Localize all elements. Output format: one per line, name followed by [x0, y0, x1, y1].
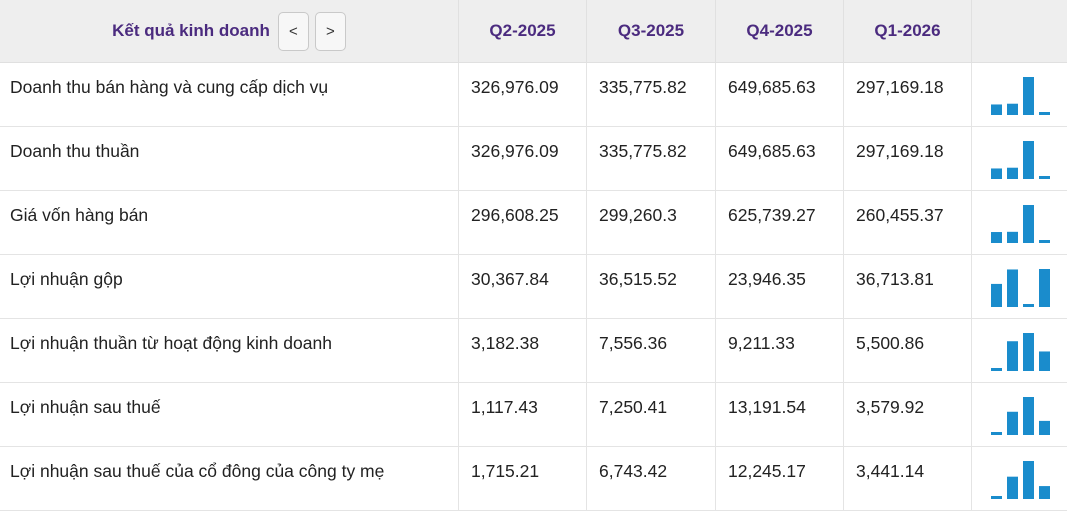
mini-bar: [1039, 112, 1050, 115]
header-title-cell: Kết quả kinh doanh < >: [0, 0, 459, 62]
mini-bar-chart: [991, 333, 1050, 371]
row-value: 3,182.38: [459, 319, 587, 382]
period-header-3: Q4-2025: [716, 0, 844, 62]
table-row: Doanh thu thuần 326,976.09 335,775.82 649,6…: [0, 127, 1067, 191]
table-title: Kết quả kinh doanh: [112, 21, 270, 40]
row-value: 5,500.86: [844, 319, 972, 382]
prev-period-button[interactable]: <: [277, 11, 309, 51]
row-value: 299,260.3: [587, 191, 716, 254]
sparkline-cell[interactable]: [972, 127, 1067, 190]
mini-bar-chart: [991, 461, 1050, 499]
row-value: 30,367.84: [459, 255, 587, 318]
mini-bar: [1007, 103, 1018, 115]
row-value: 326,976.09: [459, 127, 587, 190]
mini-bar-chart: [991, 77, 1050, 115]
period-label: Q1-2026: [874, 21, 941, 40]
mini-bar: [1007, 476, 1018, 499]
mini-bar: [1039, 240, 1050, 243]
period-header-4: Q1-2026: [844, 0, 972, 62]
row-value: 297,169.18: [844, 127, 972, 190]
mini-bar-chart: [991, 397, 1050, 435]
mini-bar-chart: [991, 205, 1050, 243]
mini-bar: [1007, 231, 1018, 243]
mini-bar: [1007, 167, 1018, 179]
sparkline-cell[interactable]: [972, 447, 1067, 510]
row-value: 13,191.54: [716, 383, 844, 446]
row-value: 9,211.33: [716, 319, 844, 382]
sparkline-cell[interactable]: [972, 319, 1067, 382]
row-value: 3,579.92: [844, 383, 972, 446]
mini-bar: [991, 168, 1002, 179]
next-period-button[interactable]: >: [314, 11, 346, 51]
mini-bar: [991, 496, 1002, 499]
mini-bar: [1039, 269, 1050, 307]
row-value: 12,245.17: [716, 447, 844, 510]
table-row: Lợi nhuận thuần từ hoạt động kinh doanh 3…: [0, 319, 1067, 383]
period-label: Q4-2025: [746, 21, 813, 40]
mini-bar: [1023, 304, 1034, 307]
period-label: Q3-2025: [617, 21, 685, 40]
sparkline-cell[interactable]: [972, 63, 1067, 126]
row-label: Lợi nhuận gộp: [0, 255, 459, 318]
mini-bar: [1039, 176, 1050, 179]
mini-bar: [1023, 205, 1034, 243]
row-value: 625,739.27: [716, 191, 844, 254]
mini-bar: [1039, 420, 1050, 435]
table-header: Kết quả kinh doanh < > Q2-2025 Q3-2025 Q…: [0, 0, 1067, 63]
mini-bar: [1023, 77, 1034, 115]
row-value: 296,608.25: [459, 191, 587, 254]
chart-header: [972, 0, 1067, 62]
row-value: 3,441.14: [844, 447, 972, 510]
row-label: Lợi nhuận thuần từ hoạt động kinh doanh: [0, 319, 459, 382]
mini-bar: [1023, 333, 1034, 371]
row-value: 297,169.18: [844, 63, 972, 126]
mini-bar: [991, 104, 1002, 115]
row-label: Lợi nhuận sau thuế: [0, 383, 459, 446]
mini-bar: [991, 232, 1002, 243]
period-header-1: Q2-2025: [459, 0, 587, 62]
mini-bar: [1023, 397, 1034, 435]
row-value: 1,715.21: [459, 447, 587, 510]
mini-bar-chart: [991, 269, 1050, 307]
row-value: 23,946.35: [716, 255, 844, 318]
mini-bar: [1007, 269, 1018, 307]
table-row: Giá vốn hàng bán 296,608.25 299,260.3 625,7…: [0, 191, 1067, 255]
row-label: Doanh thu bán hàng và cung cấp dịch vụ: [0, 63, 459, 126]
row-value: 649,685.63: [716, 127, 844, 190]
sparkline-cell[interactable]: [972, 255, 1067, 318]
row-value: 335,775.82: [587, 63, 716, 126]
mini-bar: [1039, 351, 1050, 371]
row-value: 7,250.41: [587, 383, 716, 446]
period-header-2: Q3-2025: [587, 0, 716, 62]
table-row: Lợi nhuận sau thuế 1,117.43 7,250.41 13,191…: [0, 383, 1067, 447]
row-value: 36,713.81: [844, 255, 972, 318]
table-row: Doanh thu bán hàng và cung cấp dịch vụ 32…: [0, 63, 1067, 127]
mini-bar: [991, 432, 1002, 435]
row-value: 649,685.63: [716, 63, 844, 126]
mini-bar: [1007, 411, 1018, 435]
row-label: Giá vốn hàng bán: [0, 191, 459, 254]
row-value: 335,775.82: [587, 127, 716, 190]
row-value: 326,976.09: [459, 63, 587, 126]
row-label: Doanh thu thuần: [0, 127, 459, 190]
table-row: Lợi nhuận gộp 30,367.84 36,515.52 23,946.35…: [0, 255, 1067, 319]
mini-bar: [1023, 461, 1034, 499]
sparkline-cell[interactable]: [972, 383, 1067, 446]
mini-bar: [991, 368, 1002, 371]
mini-bar: [1039, 486, 1050, 499]
row-value: 260,455.37: [844, 191, 972, 254]
mini-bar-chart: [991, 141, 1050, 179]
row-value: 6,743.42: [587, 447, 716, 510]
mini-bar: [1007, 341, 1018, 371]
row-value: 36,515.52: [587, 255, 716, 318]
period-label: Q2-2025: [489, 21, 556, 40]
mini-bar: [991, 283, 1002, 307]
mini-bar: [1023, 141, 1034, 179]
row-label: Lợi nhuận sau thuế của cổ đông của công …: [0, 447, 459, 510]
row-value: 1,117.43: [459, 383, 587, 446]
sparkline-cell[interactable]: [972, 191, 1067, 254]
table-row: Lợi nhuận sau thuế của cổ đông của công …: [0, 447, 1067, 511]
row-value: 7,556.36: [587, 319, 716, 382]
